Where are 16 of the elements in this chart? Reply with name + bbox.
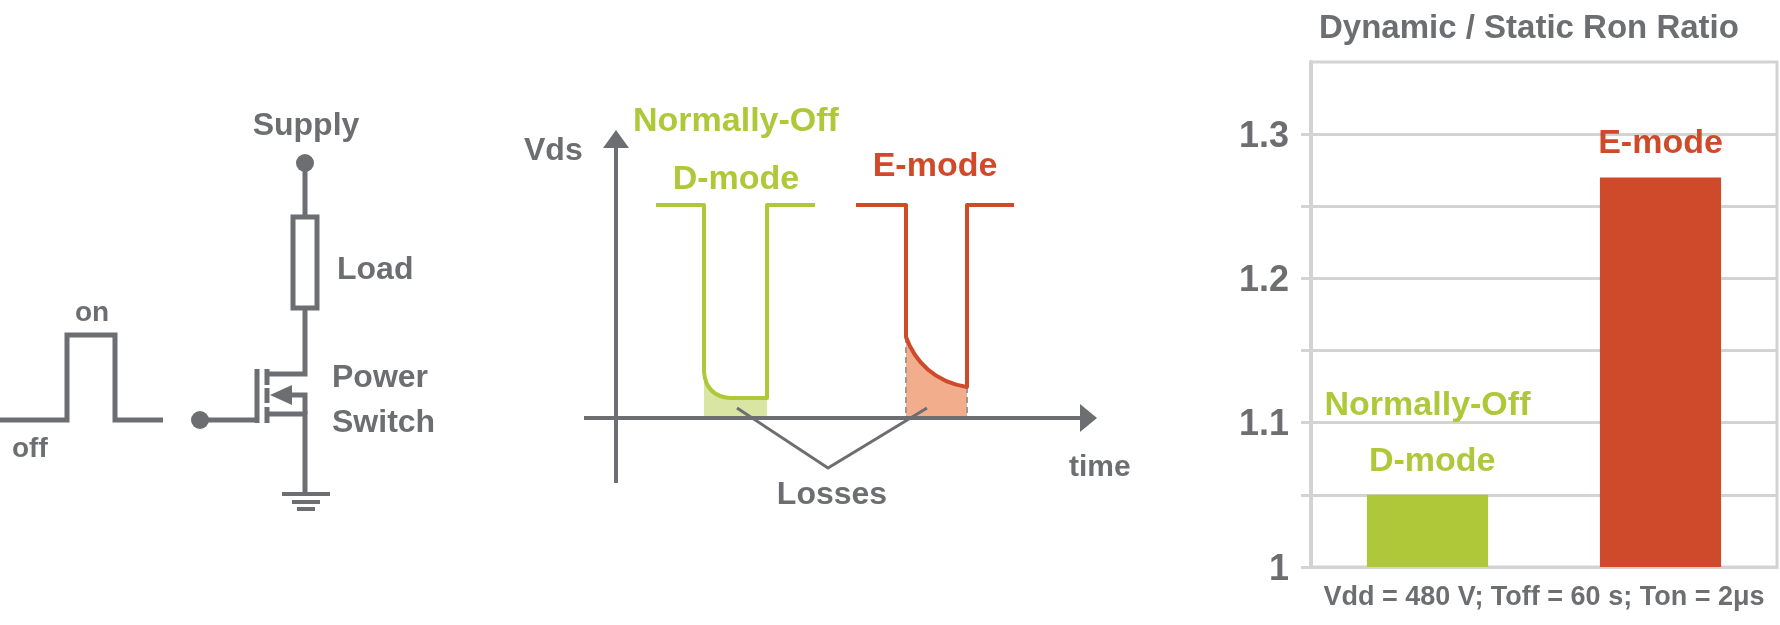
y-tick-label: 1.3 (1238, 113, 1289, 155)
text: E-mode (872, 145, 998, 183)
text: Power Switch (332, 358, 436, 439)
y-tick-label: 1 (1268, 546, 1289, 588)
text: Normally-Off D-mode (633, 100, 840, 196)
text: time (1069, 449, 1131, 482)
text: Load (337, 250, 414, 286)
text: on (74, 296, 110, 327)
text: Supply (252, 106, 360, 142)
chart-title: Dynamic / Static Ron Ratio (1319, 8, 1739, 45)
text: Vdd = 480 V; Toff = 60 s; Ton = 2μs (1323, 581, 1765, 611)
text: Vds (524, 131, 583, 167)
y-tick-label: 1.2 (1238, 257, 1289, 299)
text: off (12, 432, 49, 463)
y-tick-label: 1.1 (1238, 402, 1289, 444)
text: Losses (776, 475, 888, 511)
